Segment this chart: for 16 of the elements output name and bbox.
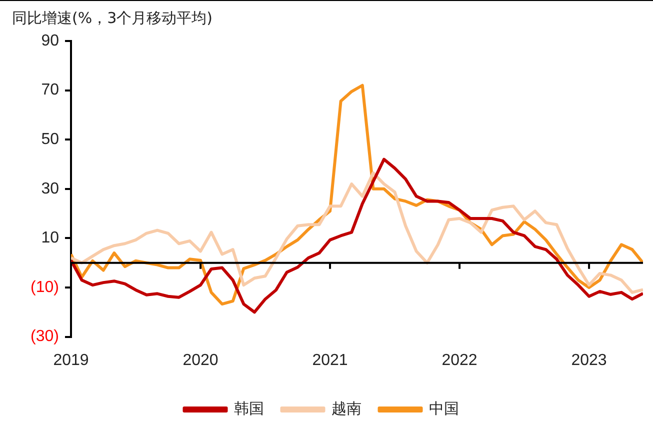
y-tick-label: 30 [41,180,60,198]
x-tick-label: 2021 [312,352,348,369]
x-tick-label: 2023 [571,352,607,369]
x-tick-label: 2019 [53,352,89,369]
x-tick-label: 2020 [182,352,218,369]
legend-label: 越南 [331,399,362,418]
legend-label: 中国 [428,399,459,418]
y-tick-label: 10 [41,230,60,247]
y-tick-label: 90 [41,32,60,50]
y-tick-label: (10) [30,278,59,296]
y-tick-label: (30) [30,328,59,346]
legend-label: 韩国 [234,399,264,418]
y-tick-label: 70 [41,82,60,99]
x-tick-label: 2022 [442,352,478,369]
y-axis-title: 同比增速(%，3个月移动平均) [12,9,213,28]
y-tick-label: 50 [41,131,60,148]
